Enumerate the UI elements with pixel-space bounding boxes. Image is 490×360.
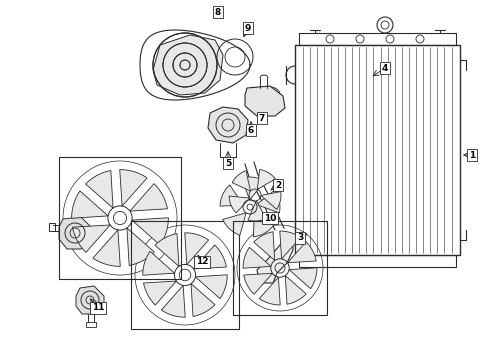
Text: 8: 8 — [215, 8, 221, 17]
Text: 10: 10 — [264, 213, 276, 222]
Polygon shape — [76, 286, 104, 314]
Polygon shape — [229, 196, 250, 213]
Text: 9: 9 — [245, 23, 251, 32]
Polygon shape — [86, 171, 113, 208]
Polygon shape — [257, 190, 280, 213]
Polygon shape — [161, 285, 185, 317]
Bar — [233, 221, 327, 315]
Polygon shape — [288, 242, 316, 263]
Polygon shape — [196, 275, 227, 299]
Polygon shape — [289, 268, 317, 289]
Text: 7: 7 — [259, 113, 265, 122]
Polygon shape — [130, 184, 168, 211]
Polygon shape — [222, 213, 246, 235]
Text: 3: 3 — [297, 234, 303, 243]
Polygon shape — [280, 231, 301, 259]
Polygon shape — [120, 170, 147, 206]
Polygon shape — [285, 275, 306, 304]
Polygon shape — [261, 192, 281, 210]
Polygon shape — [155, 234, 179, 266]
Text: 2: 2 — [275, 180, 281, 189]
Polygon shape — [132, 218, 169, 245]
Polygon shape — [93, 230, 120, 266]
Text: 4: 4 — [382, 63, 388, 72]
Text: 6: 6 — [248, 126, 254, 135]
Polygon shape — [248, 201, 266, 221]
Text: 5: 5 — [225, 158, 231, 167]
Polygon shape — [73, 225, 110, 252]
Polygon shape — [72, 191, 108, 218]
Polygon shape — [257, 235, 293, 283]
Polygon shape — [191, 284, 215, 316]
Polygon shape — [245, 86, 285, 116]
Bar — [49, 223, 55, 231]
Bar — [299, 255, 456, 267]
Polygon shape — [194, 245, 226, 269]
Polygon shape — [220, 185, 243, 206]
Polygon shape — [257, 170, 275, 189]
Bar — [295, 45, 460, 255]
Text: 1: 1 — [469, 150, 475, 159]
Bar — [299, 33, 456, 45]
Polygon shape — [127, 228, 154, 266]
Polygon shape — [153, 35, 223, 95]
Text: 11: 11 — [92, 303, 104, 312]
Polygon shape — [185, 233, 209, 265]
Polygon shape — [208, 107, 248, 143]
Polygon shape — [244, 273, 272, 294]
Polygon shape — [242, 177, 265, 200]
Bar — [59, 157, 181, 279]
Polygon shape — [59, 217, 91, 249]
Bar — [86, 322, 96, 327]
Text: 12: 12 — [196, 257, 208, 266]
Polygon shape — [232, 171, 250, 191]
Polygon shape — [243, 247, 271, 268]
Polygon shape — [259, 277, 280, 305]
Bar — [131, 221, 239, 329]
Polygon shape — [144, 281, 176, 305]
Polygon shape — [143, 251, 174, 275]
Polygon shape — [254, 232, 275, 260]
Polygon shape — [253, 212, 274, 237]
